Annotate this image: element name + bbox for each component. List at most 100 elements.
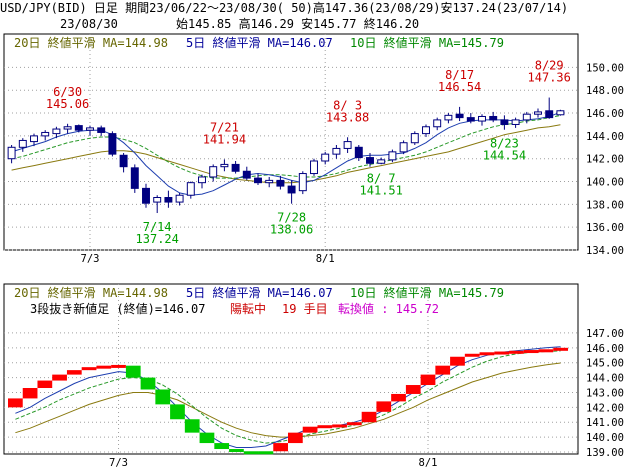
legend2-ma20: 20日 終値平滑 MA=144.98 <box>14 285 168 300</box>
break-block <box>509 350 524 354</box>
candle-body <box>74 125 83 131</box>
break-y-tick-label: 145.00 <box>586 358 624 370</box>
candle-body <box>321 153 330 162</box>
candle-body <box>7 146 16 160</box>
candle-body <box>511 119 520 125</box>
price-y-tick-label: 150.00 <box>586 62 624 74</box>
price-y-tick-label: 138.00 <box>586 199 624 211</box>
break-y-tick-label: 142.00 <box>586 402 624 414</box>
break-block <box>96 365 112 369</box>
candle-body <box>500 119 509 125</box>
break-x-tick-label: 7/3 <box>109 457 128 469</box>
break-ma10-line <box>15 350 561 444</box>
annotation-date: 8/23 <box>490 137 519 151</box>
break-block <box>37 380 53 388</box>
candle-body <box>52 128 61 135</box>
step-count: 19 手目 <box>282 302 328 316</box>
break-block <box>523 350 539 354</box>
candle-body <box>522 113 531 121</box>
candle-body <box>478 115 486 122</box>
break-panel-grid <box>4 284 578 454</box>
annotation-date: 8/17 <box>445 68 474 82</box>
annotation-value: 137.24 <box>136 232 179 246</box>
annotation-date: 8/ 3 <box>333 98 362 112</box>
break-block <box>52 374 67 381</box>
break-y-tick-label: 143.00 <box>586 387 624 399</box>
trend-status: 陽転中 <box>230 301 266 316</box>
candle-body <box>410 133 419 144</box>
break-block <box>346 422 362 426</box>
candle-body <box>41 131 50 137</box>
price-y-tick-label: 142.00 <box>586 154 624 166</box>
annotation-value: 147.36 <box>528 71 571 85</box>
annotation-value: 141.94 <box>203 132 246 146</box>
annotation-date: 8/ 7 <box>367 171 396 185</box>
candle-body <box>310 160 318 175</box>
break-block <box>435 365 451 375</box>
price-panel-candles <box>7 97 565 214</box>
reversal-value: 転換値 : 145.72 <box>338 301 439 316</box>
candle-body <box>377 159 386 164</box>
candle-body <box>433 119 442 128</box>
legend2-ma5: 5日 終値平滑 MA=146.07 <box>186 285 333 300</box>
price-y-tick-label: 146.00 <box>586 108 624 120</box>
legend-ma10: 10日 終値平滑 MA=145.79 <box>350 35 504 50</box>
break-block <box>258 451 274 455</box>
candle-body <box>343 141 352 149</box>
annotation-value: 138.06 <box>270 223 313 237</box>
price-x-tick-label: 7/3 <box>81 253 100 265</box>
break-block <box>464 353 480 357</box>
break-block <box>332 424 347 428</box>
break-block <box>214 443 230 450</box>
candle-body <box>287 185 296 194</box>
break-panel-x-ticks: 7/3 8/1 <box>109 457 437 469</box>
break-block <box>273 443 288 452</box>
price-panel-grid <box>4 34 578 251</box>
candle-body <box>545 110 554 119</box>
header-ohlc: 始145.85 高146.29 安145.77 終146.20 <box>176 16 419 31</box>
candle-body <box>220 163 229 168</box>
break-x-tick-label: 8/1 <box>419 457 438 469</box>
candle-body <box>455 113 464 119</box>
candle-body <box>354 146 363 159</box>
candle-body <box>97 127 106 133</box>
price-ma20-line <box>11 124 561 184</box>
break-block <box>391 393 406 402</box>
break-block <box>243 451 259 455</box>
header-summary: USD/JPY(BID) 日足 期間23/06/22～23/08/30( 50)… <box>0 0 624 16</box>
break-block <box>66 370 82 375</box>
candle-body <box>18 139 27 148</box>
annotation-date: 7/28 <box>277 211 306 225</box>
break-y-tick-label: 147.00 <box>586 328 624 340</box>
candle-body <box>276 179 285 187</box>
break-y-tick-label: 140.00 <box>586 432 624 444</box>
price-y-tick-label: 148.00 <box>586 85 624 97</box>
candle-body <box>209 166 218 178</box>
break-block <box>125 365 141 378</box>
candle-body <box>332 147 341 155</box>
price-panel-y-ticks: 134.00 136.00 138.00 140.00 142.00 144.00 146.… <box>586 62 624 257</box>
break-block <box>361 411 377 423</box>
break-panel <box>3 283 579 455</box>
price-y-tick-label: 136.00 <box>586 222 624 234</box>
legend2-ma10: 10日 終値平滑 MA=145.79 <box>350 285 504 300</box>
annotation-value: 146.54 <box>438 80 481 94</box>
break-y-tick-label: 144.00 <box>586 373 624 385</box>
price-panel-x-ticks: 7/3 8/1 <box>81 253 335 265</box>
break-block <box>376 401 392 412</box>
break-panel-blocks <box>8 347 568 455</box>
candle-body <box>175 194 184 203</box>
break-block <box>420 374 436 386</box>
candle-body <box>142 187 150 204</box>
candle-body <box>231 163 240 172</box>
price-y-tick-label: 140.00 <box>586 177 624 189</box>
break-block <box>81 367 97 371</box>
annotation-date: 6/30 <box>53 85 82 99</box>
candle-body <box>366 157 374 164</box>
break-block <box>288 432 303 444</box>
annotation-value: 143.88 <box>326 110 369 124</box>
break-block <box>317 425 333 429</box>
